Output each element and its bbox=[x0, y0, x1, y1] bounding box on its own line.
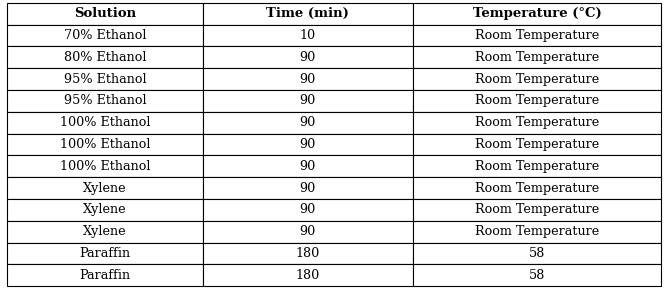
Text: 80% Ethanol: 80% Ethanol bbox=[63, 51, 146, 64]
Text: 58: 58 bbox=[529, 269, 545, 282]
Text: Xylene: Xylene bbox=[83, 203, 127, 216]
Text: Room Temperature: Room Temperature bbox=[475, 73, 599, 86]
Text: Xylene: Xylene bbox=[83, 181, 127, 194]
Bar bbox=[7, 134, 203, 155]
Text: Room Temperature: Room Temperature bbox=[475, 181, 599, 194]
Bar bbox=[203, 47, 413, 68]
Text: Room Temperature: Room Temperature bbox=[475, 160, 599, 173]
Bar bbox=[203, 112, 413, 134]
Bar bbox=[203, 242, 413, 264]
Bar bbox=[413, 155, 661, 177]
Text: 180: 180 bbox=[296, 247, 320, 260]
Bar bbox=[7, 68, 203, 90]
Bar bbox=[203, 199, 413, 221]
Text: 95% Ethanol: 95% Ethanol bbox=[63, 95, 146, 108]
Bar bbox=[413, 221, 661, 242]
Bar bbox=[203, 25, 413, 47]
Bar bbox=[7, 221, 203, 242]
Bar bbox=[203, 68, 413, 90]
Text: 180: 180 bbox=[296, 269, 320, 282]
Text: Room Temperature: Room Temperature bbox=[475, 95, 599, 108]
Text: 100% Ethanol: 100% Ethanol bbox=[59, 160, 150, 173]
Bar bbox=[413, 199, 661, 221]
Bar bbox=[7, 90, 203, 112]
Text: 90: 90 bbox=[300, 225, 316, 238]
Bar bbox=[203, 264, 413, 286]
Text: Solution: Solution bbox=[73, 7, 136, 20]
Bar bbox=[7, 155, 203, 177]
Text: 100% Ethanol: 100% Ethanol bbox=[59, 138, 150, 151]
Bar bbox=[7, 3, 203, 25]
Text: 90: 90 bbox=[300, 73, 316, 86]
Text: Room Temperature: Room Temperature bbox=[475, 138, 599, 151]
Bar bbox=[413, 3, 661, 25]
Bar bbox=[7, 47, 203, 68]
Text: Temperature (°C): Temperature (°C) bbox=[472, 7, 601, 20]
Bar bbox=[413, 134, 661, 155]
Bar bbox=[203, 3, 413, 25]
Text: 95% Ethanol: 95% Ethanol bbox=[63, 73, 146, 86]
Text: Room Temperature: Room Temperature bbox=[475, 116, 599, 129]
Text: 90: 90 bbox=[300, 181, 316, 194]
Text: Time (min): Time (min) bbox=[267, 7, 349, 20]
Bar bbox=[7, 199, 203, 221]
Text: Paraffin: Paraffin bbox=[79, 247, 130, 260]
Text: Room Temperature: Room Temperature bbox=[475, 225, 599, 238]
Bar bbox=[413, 25, 661, 47]
Bar bbox=[203, 155, 413, 177]
Text: 90: 90 bbox=[300, 116, 316, 129]
Bar bbox=[413, 264, 661, 286]
Bar bbox=[203, 221, 413, 242]
Text: 90: 90 bbox=[300, 51, 316, 64]
Text: 58: 58 bbox=[529, 247, 545, 260]
Text: 90: 90 bbox=[300, 95, 316, 108]
Bar bbox=[7, 112, 203, 134]
Bar bbox=[7, 177, 203, 199]
Text: 90: 90 bbox=[300, 203, 316, 216]
Bar bbox=[7, 25, 203, 47]
Text: 100% Ethanol: 100% Ethanol bbox=[59, 116, 150, 129]
Text: 90: 90 bbox=[300, 138, 316, 151]
Text: Room Temperature: Room Temperature bbox=[475, 203, 599, 216]
Bar bbox=[7, 242, 203, 264]
Text: Paraffin: Paraffin bbox=[79, 269, 130, 282]
Bar bbox=[413, 90, 661, 112]
Text: Xylene: Xylene bbox=[83, 225, 127, 238]
Bar bbox=[413, 68, 661, 90]
Bar bbox=[7, 264, 203, 286]
Text: 10: 10 bbox=[300, 29, 316, 42]
Bar bbox=[413, 177, 661, 199]
Bar bbox=[203, 90, 413, 112]
Bar bbox=[413, 47, 661, 68]
Bar bbox=[413, 112, 661, 134]
Text: Room Temperature: Room Temperature bbox=[475, 29, 599, 42]
Text: 70% Ethanol: 70% Ethanol bbox=[63, 29, 146, 42]
Bar bbox=[203, 134, 413, 155]
Text: 90: 90 bbox=[300, 160, 316, 173]
Text: Room Temperature: Room Temperature bbox=[475, 51, 599, 64]
Bar bbox=[203, 177, 413, 199]
Bar bbox=[413, 242, 661, 264]
